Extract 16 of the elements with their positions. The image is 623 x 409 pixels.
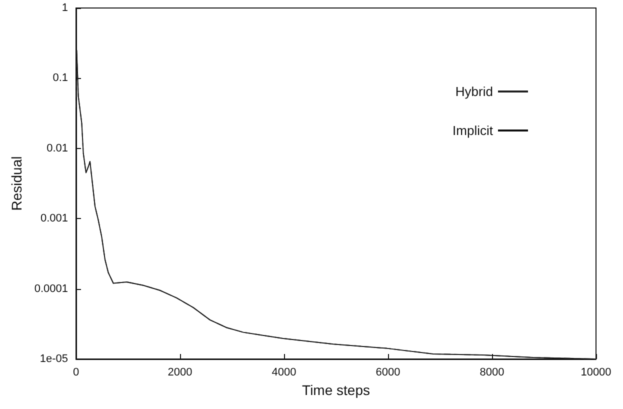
x-tick-label: 0	[72, 366, 80, 378]
x-tick-label: 2000	[168, 366, 192, 378]
y-tick-label: 0.01	[46, 142, 68, 154]
x-tick-label: 8000	[480, 366, 504, 378]
legend-label: Implicit	[452, 123, 494, 138]
y-tick-label: 1e-05	[40, 353, 68, 365]
y-tick-label: 1	[62, 2, 68, 14]
legend-label: Hybrid	[455, 84, 493, 99]
x-tick-label: 4000	[272, 366, 296, 378]
y-tick-label: 0.1	[52, 72, 68, 84]
y-tick-label: 0.001	[40, 212, 68, 225]
x-tick-label: 10000	[580, 366, 612, 378]
y-tick-label: 0.0001	[34, 282, 68, 295]
y-axis-title: Residual	[8, 156, 24, 211]
x-tick-label: 6000	[376, 366, 400, 378]
x-axis-title: Time steps	[302, 382, 370, 398]
